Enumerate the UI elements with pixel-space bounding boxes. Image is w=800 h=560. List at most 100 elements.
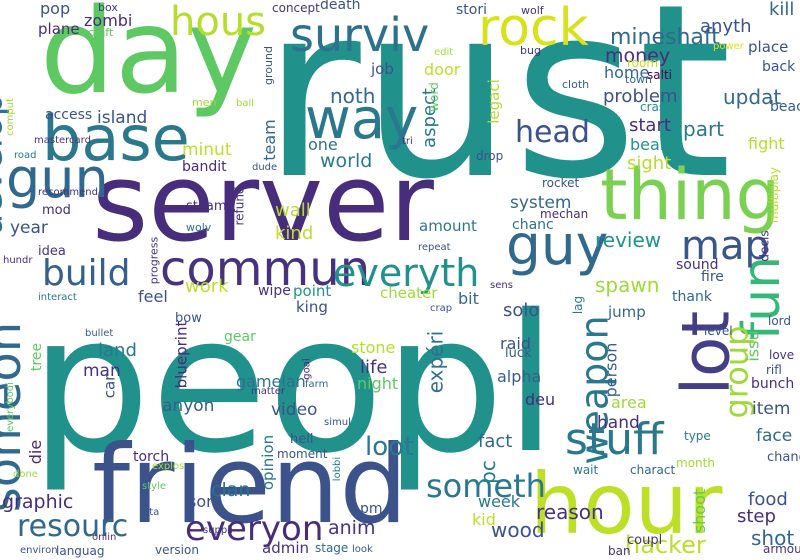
- word-cloud-word: day: [40, 0, 258, 120]
- word-cloud-word: thing: [600, 154, 781, 236]
- word-cloud-word: clan: [211, 479, 251, 501]
- word-cloud-word: road: [14, 150, 37, 161]
- word-cloud-word: armour: [763, 542, 800, 556]
- word-cloud-word: cheater: [380, 284, 438, 302]
- word-cloud-word: hacker: [625, 531, 706, 559]
- word-cloud-word: wipe: [258, 283, 291, 299]
- word-cloud-word: wolf: [521, 4, 544, 17]
- word-cloud-word: opinion: [259, 434, 278, 491]
- word-cloud-word: rust: [262, 0, 732, 232]
- word-cloud-word: wolv: [186, 221, 212, 234]
- word-cloud-word: one: [308, 135, 338, 154]
- word-cloud-word: everyth: [333, 251, 480, 295]
- word-cloud-word: onlin: [92, 532, 117, 543]
- word-cloud-word: start: [629, 115, 671, 136]
- word-cloud-word: month: [676, 456, 715, 470]
- word-cloud-word: item: [752, 399, 791, 419]
- word-cloud-word: bunch: [751, 376, 795, 392]
- word-cloud-word: bit: [458, 289, 479, 308]
- word-cloud-word: languag: [56, 544, 105, 558]
- word-cloud-word: steam: [186, 199, 227, 214]
- word-cloud-word: year: [10, 218, 48, 238]
- word-cloud-word: look: [352, 544, 373, 555]
- word-cloud-word: problem: [603, 86, 678, 107]
- word-cloud-word: pop: [40, 0, 71, 18]
- word-cloud-word: edit: [434, 47, 454, 58]
- word-cloud-word: guy: [506, 213, 609, 277]
- word-cloud-word: idea: [38, 244, 66, 259]
- word-cloud-word: hous: [170, 0, 267, 45]
- word-cloud-word: area: [611, 393, 647, 412]
- word-cloud-word: multiplay: [767, 166, 782, 224]
- word-cloud-word: spawn: [595, 273, 660, 297]
- word-cloud-word: level: [704, 324, 733, 338]
- word-cloud-word: king: [296, 298, 328, 316]
- word-cloud-word: rock: [478, 0, 589, 58]
- word-cloud-word: refund: [232, 185, 247, 226]
- word-cloud-word: room: [627, 56, 659, 70]
- word-cloud-word: issu: [743, 329, 763, 362]
- word-cloud-word: type: [684, 429, 711, 443]
- word-cloud-word: suppli: [203, 525, 233, 536]
- word-cloud-word: shot: [751, 526, 795, 550]
- word-cloud-word: head: [515, 115, 590, 150]
- word-cloud-word: step: [737, 506, 776, 527]
- word-cloud-word: interact: [38, 292, 77, 303]
- word-cloud-word: chanc: [512, 217, 554, 233]
- word-cloud-word: world: [320, 150, 373, 172]
- word-cloud-word: deu: [525, 390, 556, 409]
- word-cloud-word: zombi: [84, 11, 133, 30]
- word-cloud-word: life: [360, 357, 388, 378]
- word-cloud-word: sound: [676, 257, 719, 273]
- word-cloud-word: ban: [608, 544, 631, 558]
- word-cloud-word: farm: [305, 379, 329, 390]
- word-cloud-word: surviv: [290, 8, 430, 62]
- word-cloud-word: explos: [152, 461, 185, 472]
- word-cloud-word: night: [357, 374, 399, 393]
- word-cloud-word: gamelan: [236, 372, 306, 391]
- word-cloud-word: style: [142, 481, 166, 492]
- word-cloud-word: feel: [138, 287, 168, 306]
- word-cloud-word: noth: [330, 84, 376, 108]
- word-cloud-word: lobbi: [332, 456, 344, 482]
- word-cloud-word: island: [97, 108, 148, 128]
- word-cloud-word: rifl: [766, 363, 782, 377]
- word-cloud-word: wall: [275, 200, 311, 221]
- word-cloud-word: dude: [252, 162, 278, 173]
- word-cloud-word: simul: [324, 417, 351, 428]
- word-cloud-word: kid: [472, 510, 496, 529]
- word-cloud-word: graphic: [2, 491, 74, 513]
- word-cloud-word: sens: [490, 280, 513, 291]
- word-cloud-word: fact: [478, 431, 513, 452]
- word-cloud-word: bug: [520, 44, 541, 57]
- word-cloud-word: updat: [723, 85, 782, 109]
- word-cloud-word: car: [99, 374, 118, 398]
- word-cloud-word: cloth: [562, 78, 590, 91]
- word-cloud-word: everybodi: [4, 382, 16, 432]
- word-cloud-word: rocket: [542, 176, 580, 190]
- word-cloud-word: amount: [419, 217, 477, 235]
- word-cloud-word: drop: [476, 149, 504, 163]
- word-cloud-word: system: [510, 193, 572, 213]
- word-cloud-word: money: [605, 45, 671, 67]
- word-cloud-word: wait: [573, 463, 599, 477]
- word-cloud-word: home: [604, 63, 650, 82]
- word-cloud-word: hell: [290, 432, 314, 447]
- word-cloud-word: legaci: [484, 79, 503, 124]
- word-cloud-word: peopl: [30, 274, 558, 495]
- word-cloud-word: crap: [430, 303, 453, 314]
- word-cloud-word: pm: [360, 501, 383, 517]
- word-cloud-word: sta: [144, 507, 160, 518]
- word-cloud-word: bandit: [182, 159, 227, 175]
- word-cloud-word: friend: [92, 423, 408, 548]
- word-cloud-word: lord: [768, 314, 792, 328]
- word-cloud-word: beach: [770, 99, 800, 115]
- word-cloud-word: server: [92, 141, 434, 266]
- word-cloud-word: base: [42, 102, 190, 175]
- word-cloud-word: mastercard: [34, 135, 91, 146]
- word-cloud-word: lag: [571, 295, 586, 315]
- word-cloud-word: word: [426, 82, 441, 112]
- word-cloud-word: hour: [530, 455, 723, 553]
- word-cloud-word: kill: [769, 0, 795, 20]
- word-cloud-word: door: [424, 60, 461, 79]
